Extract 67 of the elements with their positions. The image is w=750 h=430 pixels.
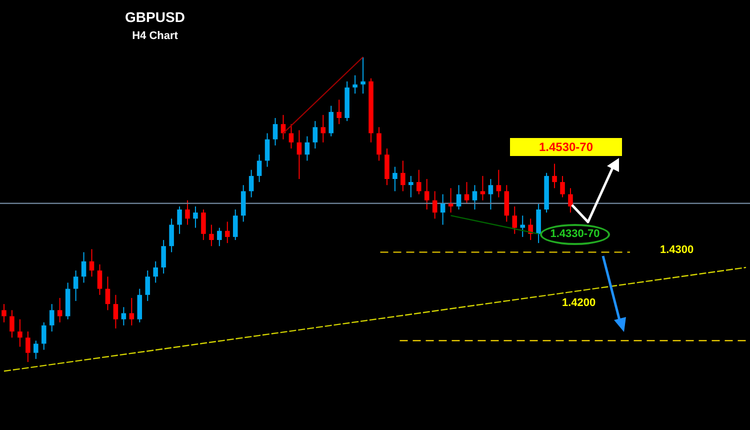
- candlestick: [113, 294, 118, 329]
- candlestick: [73, 270, 78, 302]
- chart-title: GBPUSD: [124, 9, 186, 25]
- candlestick: [105, 276, 110, 311]
- candlestick: [41, 322, 46, 350]
- candlestick: [512, 206, 518, 234]
- candlestick: [209, 224, 214, 247]
- candlestick: [288, 124, 294, 149]
- candlestick: [432, 190, 438, 220]
- candlestick: [408, 175, 414, 198]
- candlestick: [97, 264, 102, 296]
- candlestick: [392, 166, 398, 192]
- annotation: 1.4300: [660, 244, 694, 256]
- candlestick: [129, 297, 134, 326]
- candlestick: [304, 136, 310, 162]
- candlestick: [336, 99, 342, 125]
- candlestick: [312, 120, 318, 149]
- candlestick: [552, 163, 557, 189]
- candlestick: [2, 304, 6, 323]
- candlestick: [440, 194, 446, 226]
- candlestick: [560, 175, 565, 198]
- candlestick: [480, 175, 486, 201]
- candlestick: [217, 227, 222, 247]
- candlestick: [464, 182, 470, 204]
- candlestick: [424, 178, 430, 210]
- candlestick: [201, 209, 206, 240]
- candlestick: [225, 221, 230, 244]
- annotation: 1.4330-70: [540, 224, 610, 245]
- candlestick: [232, 209, 238, 240]
- candlestick: [26, 331, 30, 362]
- candlestick: [145, 270, 150, 302]
- candlestick: [264, 132, 270, 168]
- candlestick: [121, 306, 126, 326]
- candlestick: [360, 56, 366, 94]
- candlestick: [568, 188, 573, 214]
- candlestick: [400, 160, 406, 192]
- candlestick: [49, 304, 54, 332]
- candlestick: [248, 169, 254, 198]
- candlestick: [320, 114, 326, 143]
- candlestick: [193, 206, 198, 228]
- candlestick: [488, 178, 494, 210]
- candlestick: [272, 118, 278, 146]
- candlestick: [520, 215, 525, 238]
- candlestick: [256, 154, 262, 183]
- candlestick: [328, 105, 334, 137]
- candlestick: [456, 184, 462, 210]
- candlestick: [81, 252, 86, 284]
- candlestick: [448, 188, 454, 214]
- candlestick: [89, 248, 94, 278]
- candlestick: [10, 310, 14, 338]
- candlestick: [34, 340, 38, 360]
- candlestick: [416, 169, 422, 195]
- annotation: 1.4200: [562, 297, 596, 309]
- candlestick: [169, 218, 174, 253]
- candlestick: [496, 169, 502, 198]
- candlestick: [57, 297, 62, 323]
- candlestick: [376, 126, 382, 162]
- candlestick: [352, 74, 358, 94]
- candlestick: [18, 318, 22, 348]
- candlestick: [296, 130, 302, 180]
- candlestick: [177, 206, 182, 234]
- candlestick: [280, 114, 286, 140]
- chart-subtitle: H4 Chart: [131, 30, 179, 42]
- candlestick: [161, 240, 166, 274]
- candlestick: [472, 184, 478, 210]
- candlestick: [153, 260, 158, 284]
- candlestick: [185, 200, 190, 226]
